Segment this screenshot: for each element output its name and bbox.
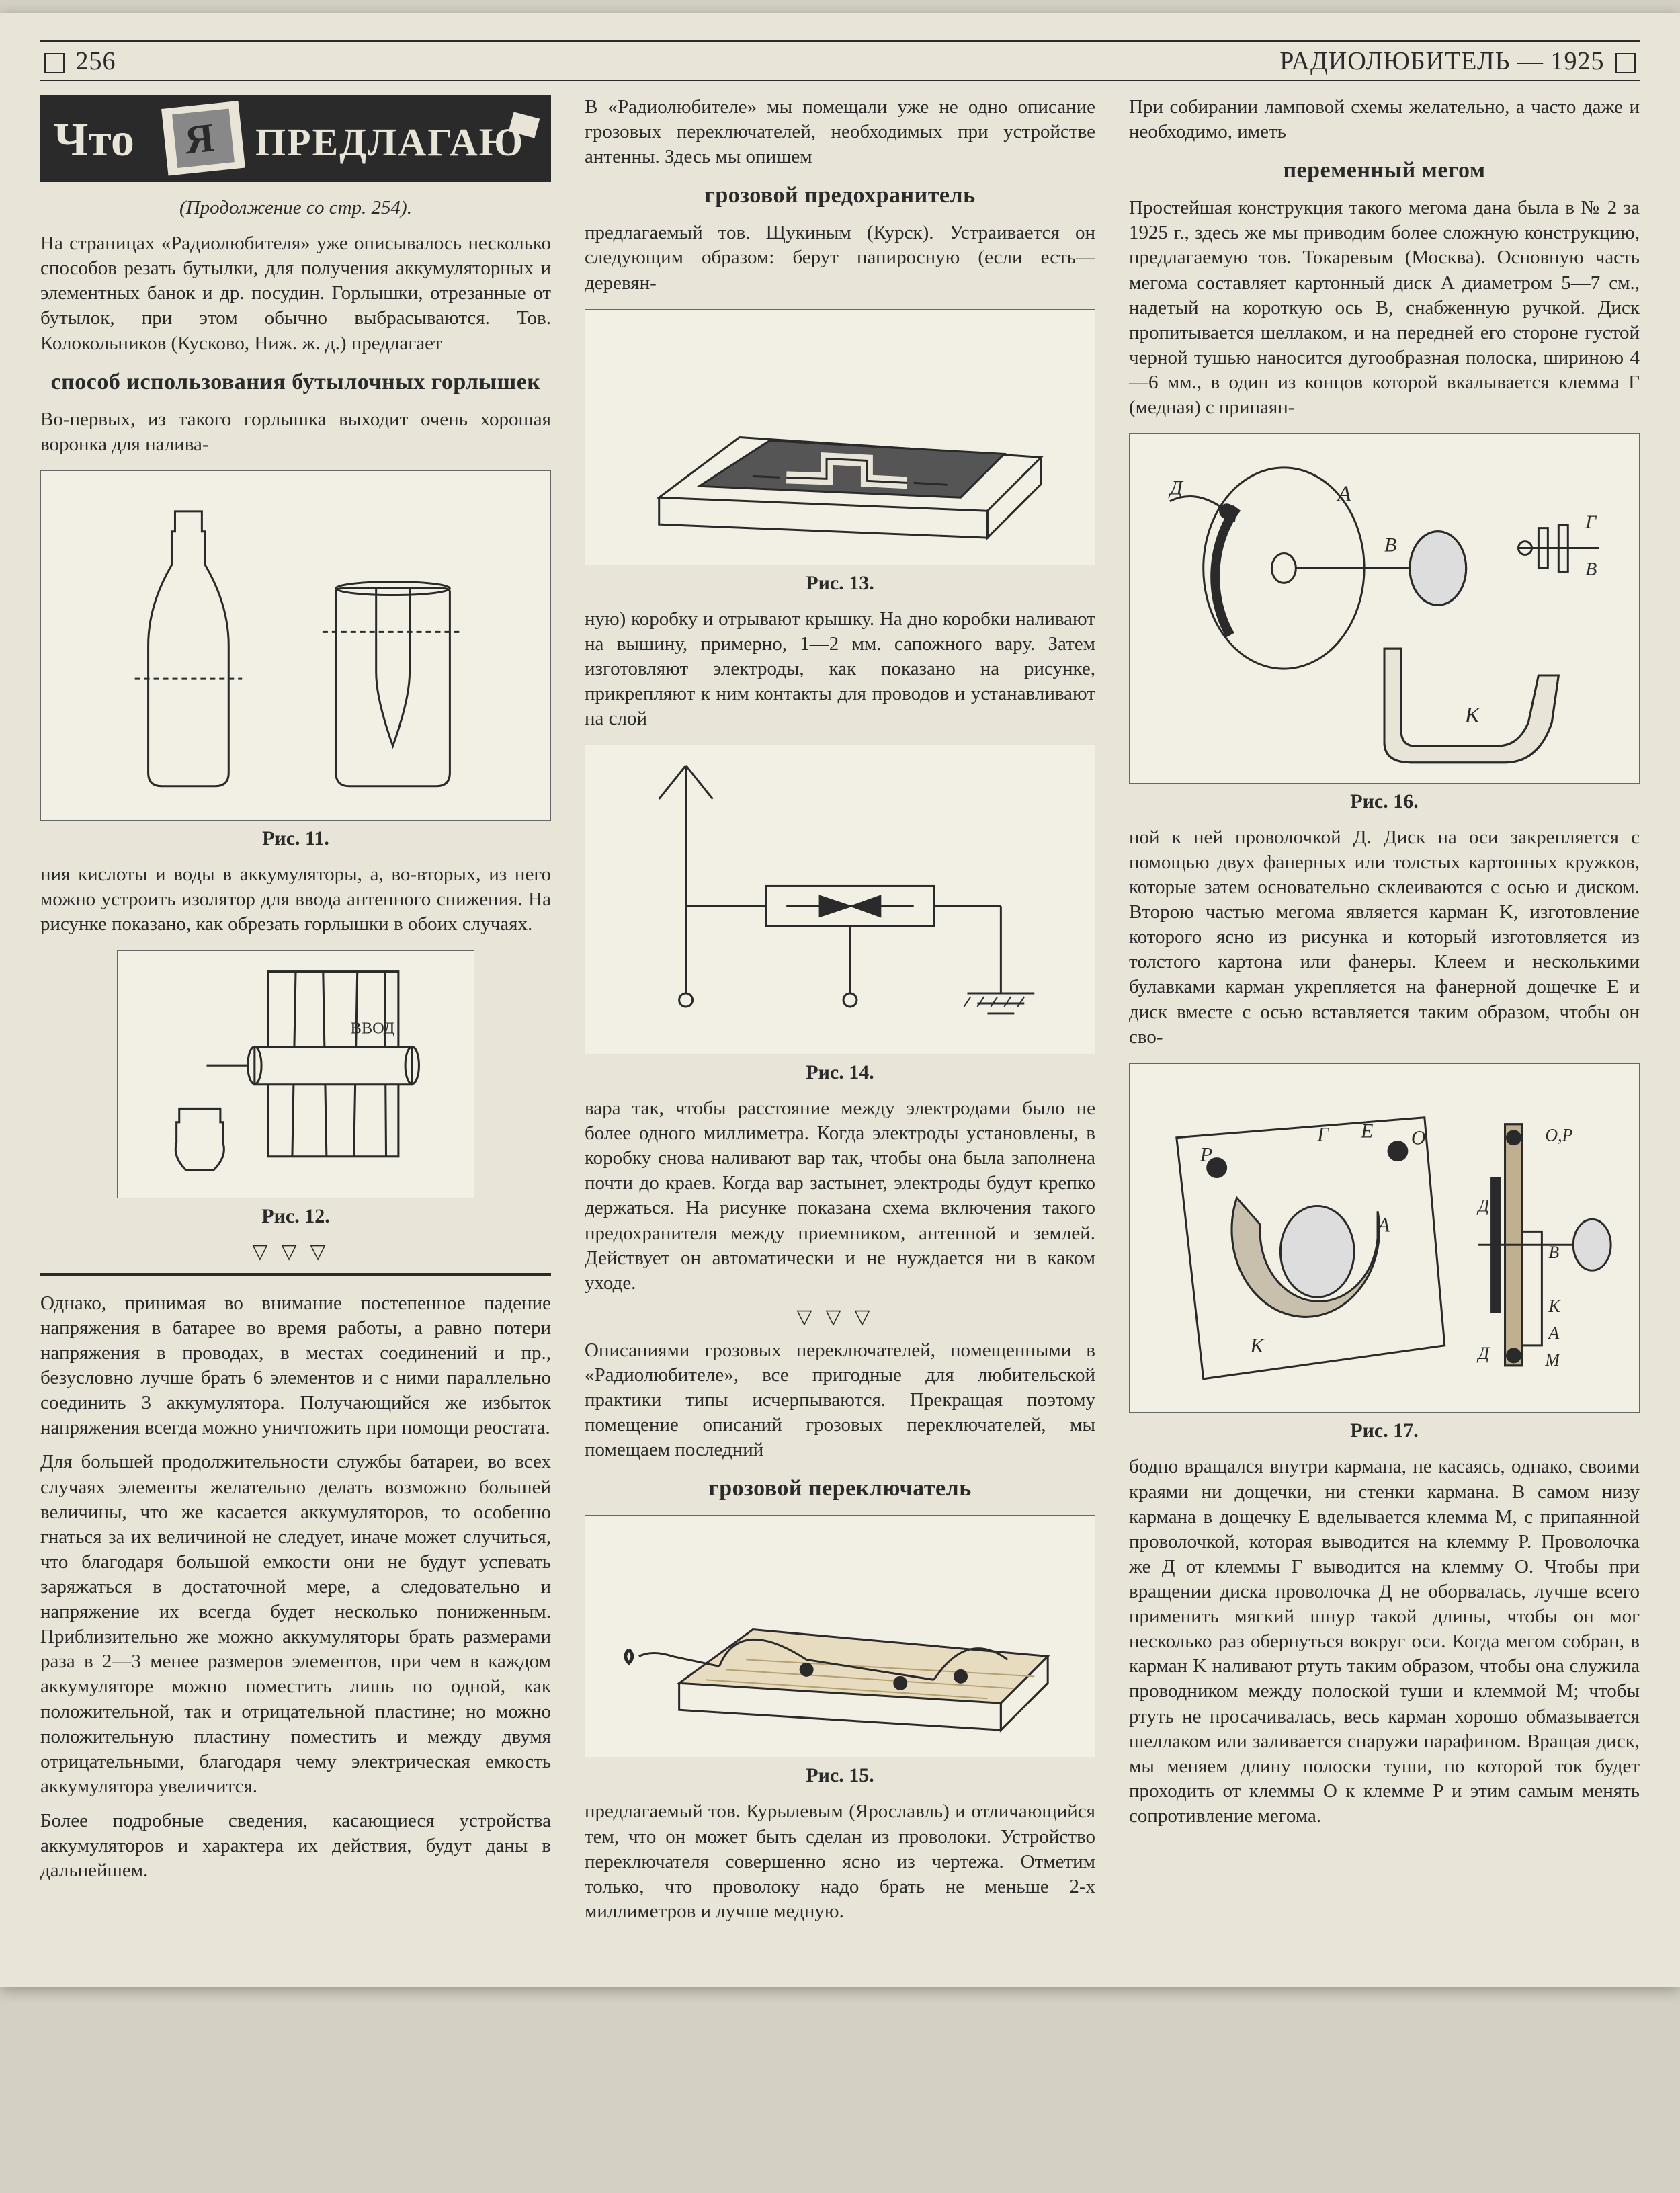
svg-text:Г: Г [1585, 512, 1597, 533]
svg-text:Д: Д [1168, 477, 1184, 499]
svg-text:E: E [1360, 1120, 1373, 1143]
body-text: ную) коробку и отрывают крышку. На дно к… [585, 607, 1095, 732]
section-banner: Что Я ПРЕДЛАГАЮ [40, 95, 551, 182]
figure-15 [585, 1515, 1095, 1757]
subheading: способ использования бутылочных горлышек [40, 370, 551, 395]
figure-17-label: Рис. 17. [1129, 1419, 1640, 1442]
banner-word-2: Я [183, 115, 216, 162]
banner-word-3: ПРЕДЛАГАЮ [255, 120, 524, 164]
column-1: Что Я ПРЕДЛАГАЮ (Продолжение со стр. 254… [40, 95, 551, 1934]
body-text: Для большей продолжительности службы бат… [40, 1450, 551, 1799]
page-number-text: 256 [76, 47, 116, 75]
rule [40, 1273, 551, 1276]
svg-text:O,P: O,P [1545, 1126, 1572, 1145]
svg-text:B: B [1548, 1243, 1559, 1262]
subheading: грозовой переключатель [585, 1476, 1095, 1501]
figure-14 [585, 745, 1095, 1054]
ornament-divider: ▽▽▽ [585, 1305, 1095, 1329]
figure-13-label: Рис. 13. [585, 572, 1095, 595]
publication-text: РАДИОЛЮБИТЕЛЬ — 1925 [1279, 47, 1604, 75]
body-text: На страницах «Радиолюбителя» уже описыва… [40, 231, 551, 356]
svg-text:ВВОД: ВВОД [351, 1019, 395, 1037]
body-text: ной к ней проволочкой Д. Диск на оси зак… [1129, 825, 1640, 1050]
figure-11-label: Рис. 11. [40, 827, 551, 850]
svg-text:M: M [1544, 1350, 1560, 1370]
banner-graphic: Что Я ПРЕДЛАГАЮ [40, 95, 551, 182]
svg-text:Д: Д [1476, 1196, 1490, 1215]
svg-text:Г: Г [1316, 1124, 1329, 1146]
body-text: вара так, чтобы расстояние между электро… [585, 1096, 1095, 1296]
subheading: переменный мегом [1129, 158, 1640, 183]
svg-text:A: A [1336, 482, 1351, 507]
body-text: В «Радиолюбителе» мы помещали уже не одн… [585, 95, 1095, 169]
body-text: Более подробные сведения, касающиеся уст… [40, 1809, 551, 1883]
figure-12: ВВОД [117, 950, 474, 1198]
svg-text:A: A [1547, 1323, 1559, 1343]
page-number: 256 [40, 46, 116, 76]
figure-14-label: Рис. 14. [585, 1061, 1095, 1084]
banner-word-1: Что [54, 114, 134, 166]
svg-text:P: P [1200, 1143, 1212, 1165]
content-columns: Что Я ПРЕДЛАГАЮ (Продолжение со стр. 254… [40, 95, 1640, 1934]
svg-text:B: B [1585, 559, 1597, 580]
svg-text:Г: Г [1223, 514, 1236, 536]
figure-16-label: Рис. 16. [1129, 790, 1640, 813]
svg-text:K: K [1250, 1335, 1265, 1357]
body-text: При собирании ламповой схемы желательно,… [1129, 95, 1640, 144]
svg-text:B: B [1384, 534, 1396, 556]
svg-text:A: A [1376, 1214, 1390, 1236]
subheading: грозовой предохранитель [585, 183, 1095, 208]
svg-text:K: K [1464, 703, 1482, 728]
figure-13 [585, 309, 1095, 565]
body-text: бодно вращался внутри кармана, не касаяс… [1129, 1454, 1640, 1829]
body-text: Простейшая конструкция такого мегома дан… [1129, 196, 1640, 420]
publication-title: РАДИОЛЮБИТЕЛЬ — 1925 [1279, 46, 1640, 76]
square-ornament [44, 53, 65, 73]
magazine-page: 256 РАДИОЛЮБИТЕЛЬ — 1925 Что Я ПРЕДЛАГАЮ [0, 13, 1680, 1987]
figure-16: A Д Г B Г [1129, 433, 1640, 784]
figure-12-label: Рис. 12. [40, 1205, 551, 1228]
svg-text:K: K [1548, 1296, 1561, 1316]
svg-text:O: O [1411, 1126, 1426, 1149]
header-bar: 256 РАДИОЛЮБИТЕЛЬ — 1925 [40, 40, 1640, 81]
body-text: Во-первых, из такого горлышка выходит оч… [40, 407, 551, 457]
square-ornament [1615, 53, 1636, 73]
figure-17: P Г E O A K [1129, 1063, 1640, 1413]
body-text: Описаниями грозовых переключателей, поме… [585, 1338, 1095, 1463]
body-text: предлагаемый тов. Щукиным (Курск). Устра… [585, 220, 1095, 295]
ornament-divider: ▽▽▽ [40, 1240, 551, 1264]
body-text: предлагаемый тов. Курылевым (Ярославль) … [585, 1799, 1095, 1924]
body-text: ния кислоты и воды в аккумуляторы, а, во… [40, 862, 551, 937]
continuation-note: (Продолжение со стр. 254). [40, 196, 551, 220]
column-3: При собирании ламповой схемы желательно,… [1129, 95, 1640, 1934]
figure-11 [40, 470, 551, 821]
column-2: В «Радиолюбителе» мы помещали уже не одн… [585, 95, 1095, 1934]
svg-text:Д: Д [1476, 1343, 1490, 1363]
figure-15-label: Рис. 15. [585, 1764, 1095, 1787]
body-text: Однако, принимая во внимание постепенное… [40, 1291, 551, 1441]
